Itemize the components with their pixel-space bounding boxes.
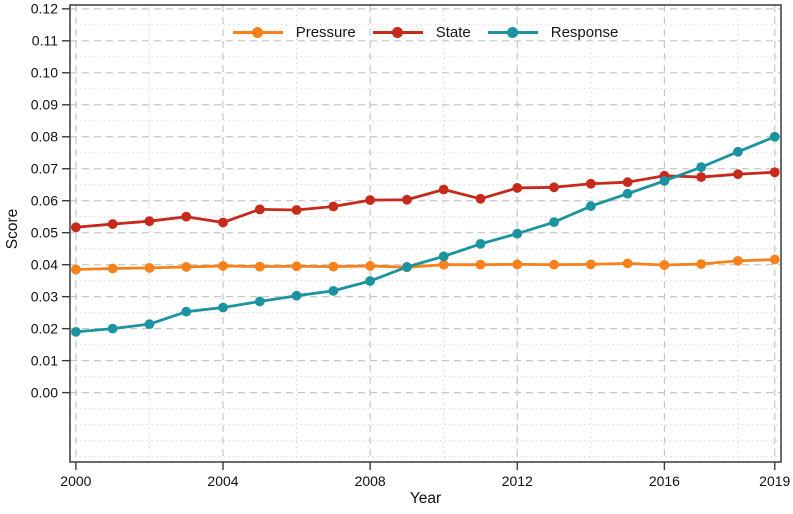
data-point-state <box>769 167 780 178</box>
x-tick-label: 2000 <box>60 473 91 489</box>
data-point-pressure <box>291 261 302 272</box>
data-point-response <box>622 188 633 199</box>
data-point-response <box>181 306 192 317</box>
data-point-pressure <box>70 264 81 275</box>
x-tick-label: 2016 <box>649 473 680 489</box>
data-point-pressure <box>733 255 743 266</box>
data-point-state <box>622 177 633 188</box>
data-point-state <box>733 169 743 180</box>
x-tick-label: 2019 <box>759 473 790 489</box>
x-tick-label: 2012 <box>502 473 533 489</box>
series-points-response <box>70 131 780 337</box>
data-point-response <box>107 323 118 334</box>
data-point-pressure <box>144 262 155 273</box>
y-tick-label: 0.05 <box>31 225 58 241</box>
y-tick-label: 0.02 <box>31 320 58 336</box>
y-axis-ticks: 0.00 0.01 0.02 0.03 0.04 0.05 0.06 0.07 0.08 0.09… <box>31 1 70 400</box>
y-tick-label: 0.10 <box>31 65 58 81</box>
data-point-response <box>365 276 376 286</box>
data-point-pressure <box>622 258 633 269</box>
data-point-state <box>107 219 118 229</box>
data-point-response <box>144 319 155 330</box>
data-point-pressure <box>512 259 523 270</box>
y-tick-label: 0.12 <box>31 1 58 17</box>
data-point-state <box>512 183 523 193</box>
series-points-pressure <box>70 254 780 275</box>
series-line-response <box>74 135 777 334</box>
data-point-pressure <box>696 259 707 269</box>
data-point-response <box>291 290 302 301</box>
y-tick-label: 0.03 <box>31 288 58 304</box>
data-point-pressure <box>438 259 449 270</box>
data-point-response <box>549 217 559 228</box>
data-point-state <box>696 172 707 182</box>
data-point-pressure <box>181 262 192 272</box>
data-point-response <box>659 175 670 186</box>
y-axis-title: Score <box>4 208 21 250</box>
x-axis-title: Year <box>409 490 442 507</box>
data-point-response <box>254 296 265 307</box>
data-point-state <box>144 216 155 227</box>
data-point-state <box>402 194 412 205</box>
data-point-pressure <box>365 261 376 271</box>
data-point-response <box>585 201 596 212</box>
data-point-state <box>365 195 376 205</box>
grid-minor <box>70 5 781 462</box>
data-point-response <box>512 228 523 239</box>
x-tick-label: 2008 <box>355 473 386 489</box>
data-point-response <box>769 131 780 142</box>
x-axis-ticks: 2000 2004 2008 2012 2016 2019 <box>60 462 791 489</box>
data-point-pressure <box>218 261 228 271</box>
y-tick-label: 0.11 <box>32 33 58 49</box>
data-point-pressure <box>659 260 670 270</box>
data-point-pressure <box>769 254 780 265</box>
data-point-pressure <box>475 259 486 270</box>
y-tick-label: 0.00 <box>31 384 58 400</box>
data-point-response <box>475 238 486 249</box>
data-point-response <box>402 262 412 272</box>
data-point-state <box>475 193 486 204</box>
plot-frame <box>69 4 782 463</box>
data-point-response <box>696 162 707 173</box>
grid-major <box>70 5 781 462</box>
y-tick-label: 0.06 <box>31 193 58 209</box>
y-tick-label: 0.01 <box>31 352 58 368</box>
y-tick-label: 0.09 <box>31 97 58 113</box>
data-point-response <box>438 251 449 262</box>
data-point-pressure <box>328 261 339 272</box>
data-point-state <box>438 184 449 195</box>
data-point-pressure <box>254 261 265 272</box>
data-point-response <box>70 326 81 337</box>
data-point-state <box>70 222 81 233</box>
data-point-state <box>291 205 302 215</box>
data-point-pressure <box>549 259 559 270</box>
x-tick-label: 2004 <box>207 473 238 489</box>
data-point-state <box>254 204 265 215</box>
data-point-response <box>218 302 228 313</box>
data-point-state <box>328 201 339 212</box>
series-line-pressure <box>74 258 777 271</box>
data-point-state <box>549 182 559 193</box>
y-tick-label: 0.07 <box>31 161 58 177</box>
y-tick-label: 0.04 <box>31 256 58 272</box>
data-point-response <box>328 286 339 296</box>
data-point-pressure <box>107 263 118 274</box>
data-point-state <box>218 217 228 228</box>
series-line-state <box>74 170 777 229</box>
data-point-response <box>733 146 743 157</box>
data-point-state <box>181 211 192 222</box>
y-tick-label: 0.08 <box>31 129 58 145</box>
data-point-state <box>585 178 596 189</box>
data-point-pressure <box>585 259 596 270</box>
